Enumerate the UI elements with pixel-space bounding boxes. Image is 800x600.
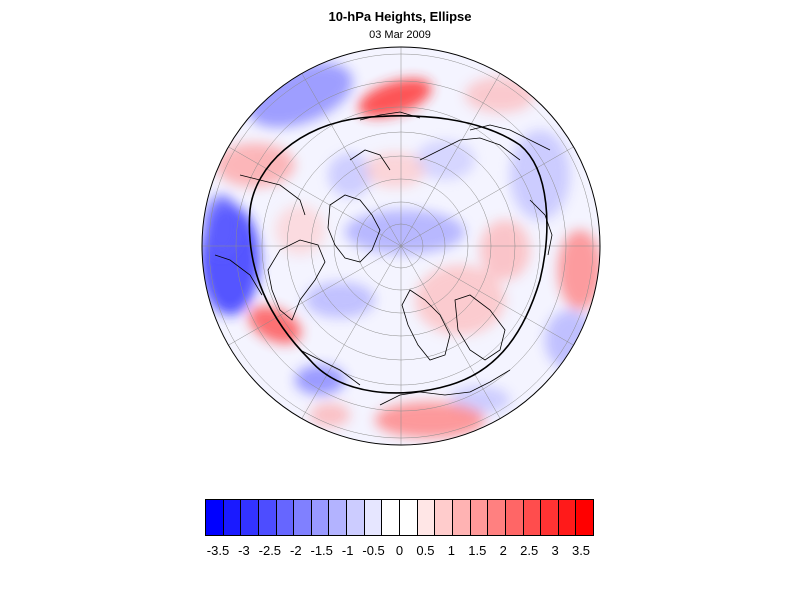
colorbar-swatch — [470, 500, 489, 535]
colorbar-swatch — [400, 500, 418, 535]
plot-title: 10-hPa Heights, Ellipse — [328, 9, 472, 24]
colorbar-swatch — [558, 500, 577, 535]
colorbar-label: 2 — [499, 543, 507, 558]
colorbar-swatch — [223, 500, 242, 535]
colorbar-labels: -3.5 -3 -2.5 -2 -1.5 -1 -0.5 0 0.5 1 1.5 2 2.5 3 3.5 — [205, 543, 594, 561]
colorbar-label: 0 — [395, 543, 404, 558]
colorbar-swatch — [276, 500, 295, 535]
colorbar-swatch — [206, 500, 224, 535]
colorbar-label: 1 — [447, 543, 455, 558]
colorbar-swatch — [505, 500, 524, 535]
colorbar-label: -1.5 — [310, 543, 333, 558]
colorbar-label: 3 — [551, 543, 559, 558]
colorbar-label: 0.5 — [416, 543, 435, 558]
colorbar-swatch — [576, 500, 594, 535]
colorbar-label: 2.5 — [520, 543, 539, 558]
colorbar-label: 3.5 — [571, 543, 591, 558]
colorbar-swatch — [294, 500, 312, 535]
graticule — [202, 47, 600, 445]
colorbar-label: -1 — [341, 543, 354, 558]
colorbar-swatch — [452, 500, 471, 535]
colorbar-swatch — [417, 500, 436, 535]
colorbar-swatch — [382, 500, 401, 535]
colorbar-swatch — [347, 500, 365, 535]
anomaly-field — [202, 47, 600, 445]
colorbar-swatch — [311, 500, 330, 535]
colorbar-swatch — [258, 500, 277, 535]
colorbar-label: -2 — [290, 543, 302, 558]
colorbar-swatch — [364, 500, 383, 535]
map-border — [201, 46, 601, 446]
colorbar-label: 1.5 — [468, 543, 487, 558]
colorbar-label: -3.5 — [206, 543, 230, 558]
plot-date: 03 Mar 2009 — [369, 29, 431, 41]
colorbar-swatch — [541, 500, 559, 535]
colorbar-swatch — [241, 500, 259, 535]
colorbar-swatch — [488, 500, 506, 535]
colorbar — [205, 499, 594, 536]
colorbar-swatch — [435, 500, 453, 535]
vortex-ellipse — [248, 115, 548, 394]
colorbar-swatch — [523, 500, 542, 535]
colorbar-label: -3 — [238, 543, 250, 558]
colorbar-label: -2.5 — [258, 543, 282, 558]
colorbar-label: -0.5 — [362, 543, 385, 558]
colorbar-swatch — [329, 500, 348, 535]
